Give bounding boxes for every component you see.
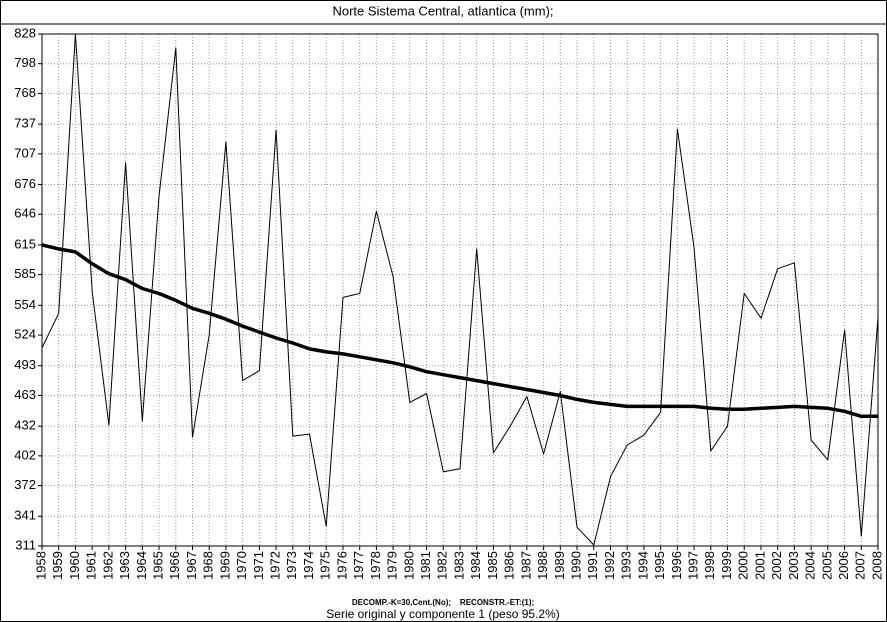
x-tick-label: 1958: [33, 551, 48, 580]
y-tick-label: 798: [14, 55, 36, 70]
x-tick-label: 1992: [602, 551, 617, 580]
x-tick-label: 1959: [50, 551, 65, 580]
x-tick-label: 1963: [117, 551, 132, 580]
y-tick-label: 402: [14, 447, 36, 462]
x-tick-label: 1966: [167, 551, 182, 580]
x-tick-label: 2001: [752, 551, 767, 580]
x-tick-label: 1962: [100, 551, 115, 580]
x-tick-label: 1985: [485, 551, 500, 580]
y-tick-label: 737: [14, 116, 36, 131]
x-tick-label: 1989: [552, 551, 567, 580]
x-tick-label: 2007: [853, 551, 868, 580]
x-tick-label: 1960: [67, 551, 82, 580]
x-tick-label: 1981: [418, 551, 433, 580]
x-tick-label: 2003: [786, 551, 801, 580]
x-tick-label: 1999: [719, 551, 734, 580]
y-tick-label: 768: [14, 85, 36, 100]
y-tick-label: 554: [14, 297, 36, 312]
x-tick-label: 2008: [869, 551, 884, 580]
y-tick-label: 828: [14, 25, 36, 40]
y-tick-label: 493: [14, 357, 36, 372]
x-tick-label: 1983: [451, 551, 466, 580]
plot-frame: [41, 33, 879, 547]
x-tick-label: 1993: [619, 551, 634, 580]
component-line: [41, 243, 878, 419]
x-tick-label: 1968: [201, 551, 216, 580]
x-tick-label: 1979: [385, 551, 400, 580]
x-tick-label: 1974: [301, 551, 316, 580]
x-tick-label: 2004: [803, 551, 818, 580]
x-tick-label: 1975: [318, 551, 333, 580]
x-tick-label: 1973: [284, 551, 299, 580]
x-tick-label: 1994: [635, 551, 650, 580]
x-tick-label: 2006: [836, 551, 851, 580]
y-tick-label: 463: [14, 387, 36, 402]
y-tick-label: 646: [14, 206, 36, 221]
x-tick-label: 1996: [669, 551, 684, 580]
x-tick-label: 1995: [652, 551, 667, 580]
x-tick-label: 1977: [351, 551, 366, 580]
x-tick-label: 1987: [518, 551, 533, 580]
x-tick-label: 1978: [368, 551, 383, 580]
y-tick-label: 311: [15, 537, 36, 552]
x-tick-label: 1988: [535, 551, 550, 580]
y-tick-label: 341: [14, 508, 36, 523]
x-tick-label: 1971: [251, 551, 266, 580]
x-tick-label: 1964: [134, 551, 149, 580]
x-tick-label: 1982: [435, 551, 450, 580]
y-tick-label: 524: [14, 326, 36, 341]
y-tick-label: 432: [14, 418, 36, 433]
x-tick-label: 1972: [268, 551, 283, 580]
y-tick-label: 372: [14, 477, 36, 492]
x-tick-label: 1967: [184, 551, 199, 580]
x-tick-label: 1984: [468, 551, 483, 580]
x-tick-label: 1990: [568, 551, 583, 580]
x-tick-label: 1970: [234, 551, 249, 580]
x-tick-label: 1997: [686, 551, 701, 580]
x-tick-label: 1980: [401, 551, 416, 580]
y-tick-label: 676: [14, 176, 36, 191]
x-axis-label: Serie original y componente 1 (peso 95.2…: [326, 607, 559, 621]
x-tick-label: 1986: [502, 551, 517, 580]
x-tick-label: 2000: [736, 551, 751, 580]
x-tick-label: 2005: [819, 551, 834, 580]
x-tick-label: 2002: [769, 551, 784, 580]
y-tick-label: 707: [14, 145, 36, 160]
x-tick-label: 1969: [217, 551, 232, 580]
chart-title: Norte Sistema Central, atlantica (mm);: [332, 3, 553, 18]
original-series-line: [41, 33, 879, 546]
x-tick-label: 1998: [702, 551, 717, 580]
y-tick-label: 585: [14, 266, 36, 281]
x-tick-label: 1976: [334, 551, 349, 580]
x-tick-label: 1991: [585, 551, 600, 580]
y-tick-label: 615: [14, 236, 36, 251]
caption: DECOMP.-K=30,Cent.(No); RECONSTR.-ET:(1)…: [352, 598, 534, 607]
x-tick-label: 1965: [150, 551, 165, 580]
x-tick-label: 1961: [84, 551, 99, 580]
